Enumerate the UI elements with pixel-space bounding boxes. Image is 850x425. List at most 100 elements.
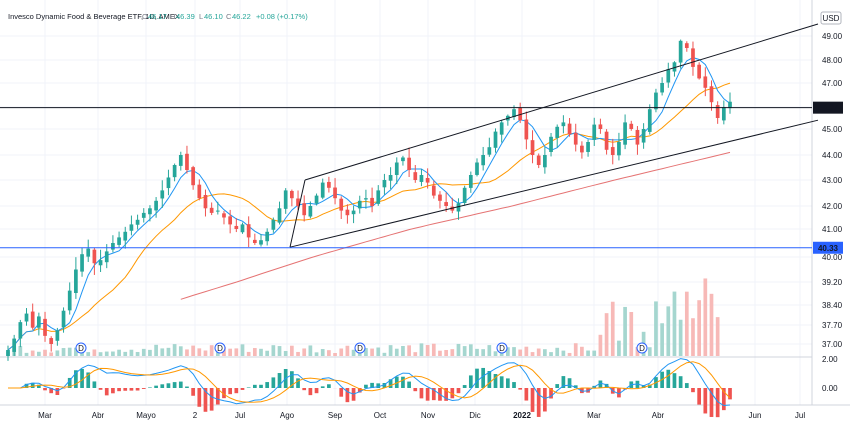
volume-bar <box>709 293 714 356</box>
macd-histogram-bar <box>493 374 498 388</box>
trend-channel[interactable] <box>289 23 819 248</box>
candle-body <box>721 107 726 121</box>
header-close: 46.22 <box>232 12 251 21</box>
volume-bar <box>505 347 510 356</box>
volume-bar <box>160 348 165 356</box>
candle-body <box>320 182 325 198</box>
price-tick-label: 40.00 <box>822 253 843 262</box>
macd-histogram-bar <box>364 384 368 388</box>
candle-body <box>382 180 387 188</box>
volume-bar <box>296 351 300 356</box>
macd-histogram-bar <box>203 388 208 412</box>
macd-histogram-bar <box>135 388 140 391</box>
volume-bar <box>660 323 664 356</box>
candle-body <box>715 105 720 118</box>
horizontal-lines[interactable] <box>0 107 812 249</box>
macd-histogram-bar <box>431 388 436 401</box>
macd-histogram-bar <box>209 388 214 411</box>
volume-bar <box>43 349 47 356</box>
candles <box>6 39 732 361</box>
macd-histogram-bar <box>290 371 294 388</box>
candle-body <box>178 155 183 166</box>
dividend-icon[interactable] <box>636 342 648 354</box>
candle-body <box>697 64 701 79</box>
candle-body <box>592 124 597 140</box>
volume-bar <box>468 344 473 356</box>
candle-body <box>86 248 91 257</box>
dividend-icon[interactable] <box>496 342 508 354</box>
time-tick-label: Jul <box>795 411 805 420</box>
volume-bar <box>277 346 282 356</box>
volume-bar <box>357 352 362 356</box>
macd-histogram-bar <box>376 383 381 388</box>
macd-histogram-bar <box>691 388 695 393</box>
channel-line-0[interactable] <box>304 23 819 181</box>
volume-bar <box>246 351 251 356</box>
price-tick-label: 37.70 <box>822 321 843 330</box>
macd-histogram-bar <box>481 367 486 388</box>
candle-body <box>197 184 202 199</box>
dividend-letter: D <box>217 344 223 353</box>
volume-bars <box>6 278 720 356</box>
price-tick-label: 38.40 <box>822 301 843 310</box>
price-label-box <box>813 241 843 254</box>
dividend-icon[interactable] <box>214 342 226 354</box>
dividend-icon[interactable] <box>354 342 366 354</box>
volume-bar <box>74 347 78 356</box>
candle-body <box>413 172 418 180</box>
header-high: 46.39 <box>176 12 195 21</box>
volume-bar <box>530 352 535 356</box>
candle-body <box>580 145 584 153</box>
volume-bar <box>265 350 270 356</box>
macd-axis: 2.00 0.00 <box>822 355 838 393</box>
volume-bar <box>672 291 677 356</box>
volume-bar <box>92 349 97 356</box>
volume-bar <box>462 346 467 356</box>
volume-bar <box>86 352 91 356</box>
candle-body <box>240 224 245 233</box>
volume-bar <box>215 350 220 356</box>
volume-bar <box>327 350 331 356</box>
macd-histogram-bar <box>117 388 121 392</box>
candle-body <box>246 224 251 238</box>
volume-bar <box>228 348 233 356</box>
dividend-icon[interactable] <box>75 342 87 354</box>
currency-badge[interactable] <box>820 11 842 25</box>
candle-body <box>252 239 257 243</box>
price-tick-label: 43.00 <box>822 176 843 185</box>
macd-histogram-bar <box>314 388 319 394</box>
macd-histogram-bar <box>715 388 720 418</box>
candle-body <box>185 153 189 170</box>
macd-histogram-bar <box>320 386 325 388</box>
price-label-text: 40.33 <box>818 244 839 253</box>
macd-histogram-bar <box>388 379 393 388</box>
candle-body <box>684 43 689 48</box>
macd-histogram-bar <box>104 388 109 396</box>
volume-bar <box>283 350 288 356</box>
candle-body <box>691 48 695 67</box>
macd-histogram-bar <box>228 388 233 395</box>
volume-bar <box>703 278 708 356</box>
volume-bar <box>209 345 214 356</box>
candle-body <box>314 195 319 204</box>
macd-histogram-bar <box>302 388 307 391</box>
macd-histogram-bar <box>86 372 91 388</box>
macd-histogram-bar <box>697 388 701 405</box>
candle-body <box>629 123 634 129</box>
macd-histogram-bar <box>549 388 553 399</box>
channel-line-1[interactable] <box>289 119 819 248</box>
candle-body <box>104 251 109 263</box>
candle-body <box>277 208 282 223</box>
channel-line-2[interactable] <box>289 179 306 248</box>
time-tick-label: Oct <box>374 411 387 420</box>
candle-body <box>283 190 288 209</box>
time-axis[interactable]: Mar Abr Mayo 2 Jul Ago Sep Oct Nov Dic 2022 Mar Abr J… <box>38 411 805 420</box>
candle-body <box>610 147 615 155</box>
candle-body <box>98 260 103 266</box>
macd-histogram-bar <box>148 387 152 388</box>
volume-bar <box>592 350 597 356</box>
ma-fast-line <box>7 57 731 351</box>
volume-bar <box>524 346 529 356</box>
